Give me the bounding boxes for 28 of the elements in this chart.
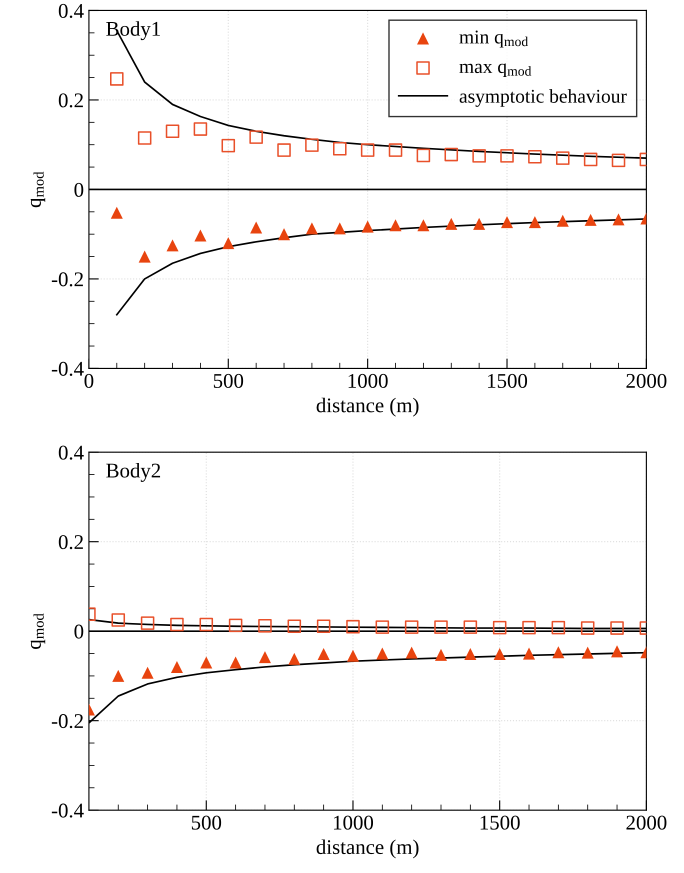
- annotation: Body1: [106, 21, 160, 40]
- x-tick-label: 2000: [626, 816, 666, 830]
- x-tick-label: 0: [84, 374, 94, 388]
- annotation: Body2: [106, 462, 160, 482]
- legend-label: min q$_{mod}$: [459, 30, 528, 48]
- y-tick-label: 0.2: [58, 535, 83, 550]
- legend-label: asymptotic behaviour: [460, 89, 627, 107]
- x-axis-title: distance (m): [316, 839, 419, 858]
- y-tick-label: -0.2: [52, 714, 83, 728]
- y-tick-label: 0.4: [58, 446, 84, 460]
- y-tick-label: 0: [74, 624, 84, 639]
- y-tick-label: 0.4: [58, 4, 84, 18]
- y-tick-label: 0.2: [58, 93, 83, 108]
- y-tick-label: -0.4: [52, 804, 84, 818]
- y-axis-title: q$_{mod}$: [30, 613, 46, 649]
- y-tick-label: -0.4: [52, 362, 84, 376]
- x-tick-label: 500: [192, 816, 222, 830]
- legend-label: max q$_{mod}$: [459, 64, 532, 78]
- y-axis-title: q$_{mod}$: [30, 172, 46, 208]
- y-tick-label: -0.2: [52, 272, 83, 286]
- x-tick-label: 500: [214, 374, 244, 388]
- x-tick-label: 1500: [480, 816, 520, 830]
- x-tick-label: 1500: [488, 374, 528, 388]
- y-tick-label: 0: [74, 182, 84, 197]
- x-tick-label: 2000: [626, 374, 666, 388]
- x-tick-label: 1000: [348, 374, 388, 388]
- x-tick-label: 1000: [334, 816, 374, 830]
- x-axis-title: distance (m): [316, 398, 419, 417]
